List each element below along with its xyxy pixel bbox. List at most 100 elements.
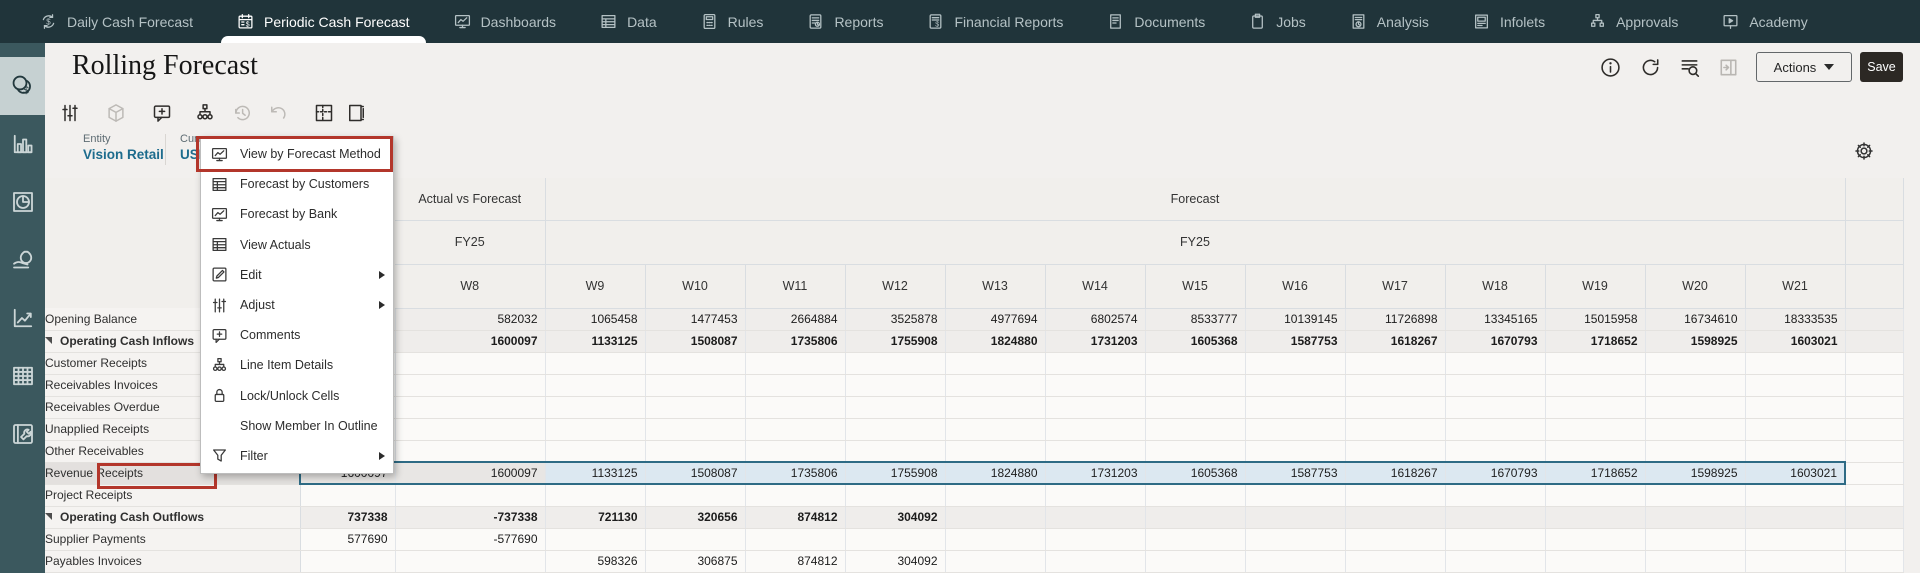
menu-item-show-member-in-outline[interactable]: Show Member In Outline (201, 411, 393, 441)
grid-cell[interactable]: 582032 (395, 308, 546, 331)
col-header-w19[interactable]: W19 (1545, 264, 1646, 309)
grid-cell[interactable] (745, 418, 846, 441)
menu-item-edit[interactable]: Edit (201, 260, 393, 290)
grid-cell[interactable] (300, 484, 396, 507)
grid-cell[interactable] (1445, 418, 1546, 441)
grid-cell[interactable] (1545, 396, 1646, 419)
grid-cell[interactable]: 1735806 (745, 330, 846, 353)
grid-cell[interactable] (945, 352, 1046, 375)
col-header-w12[interactable]: W12 (845, 264, 946, 309)
grid-cell[interactable] (845, 528, 946, 551)
page-layout-icon[interactable] (346, 103, 366, 123)
row-label-operating-cash-outflows[interactable]: Operating Cash Outflows (45, 506, 301, 529)
grid-cell[interactable]: 737338 (300, 506, 396, 529)
grid-cell[interactable]: 1735806 (745, 461, 846, 485)
nav-item-rules[interactable]: Rules (701, 0, 763, 43)
grid-cell[interactable] (395, 396, 546, 419)
grid-cell[interactable]: 577690 (300, 528, 396, 551)
grid-cell[interactable]: 1508087 (645, 461, 746, 485)
sidebar-item-data-grid[interactable] (0, 347, 45, 405)
grid-cell[interactable] (1645, 440, 1746, 463)
grid-cell[interactable]: 874812 (745, 506, 846, 529)
info-icon[interactable] (1600, 57, 1621, 78)
col-header-w11[interactable]: W11 (745, 264, 846, 309)
grid-cell[interactable]: 306875 (645, 550, 746, 573)
grid-cell[interactable]: 1587753 (1245, 330, 1346, 353)
sidebar-item-bar-chart[interactable] (0, 115, 45, 173)
grid-cell[interactable] (1245, 374, 1346, 397)
grid-cell[interactable]: 1824880 (945, 461, 1046, 485)
grid-cell[interactable] (745, 528, 846, 551)
grid-cell[interactable] (1145, 550, 1246, 573)
grid-cell[interactable]: -737338 (395, 506, 546, 529)
grid-cell[interactable] (1145, 506, 1246, 529)
grid-cell[interactable] (1345, 374, 1446, 397)
col-header-w13[interactable]: W13 (945, 264, 1046, 309)
grid-cell[interactable]: 1598925 (1645, 330, 1746, 353)
grid-cell[interactable] (845, 396, 946, 419)
grid-cell[interactable]: 1605368 (1145, 330, 1246, 353)
search-grid-icon[interactable] (1679, 57, 1700, 78)
collapse-triangle-icon[interactable] (45, 337, 52, 344)
grid-cell[interactable]: 1731203 (1045, 330, 1146, 353)
grid-cell[interactable]: 1618267 (1345, 461, 1446, 485)
grid-cell[interactable] (1045, 418, 1146, 441)
grid-cell[interactable] (1845, 550, 1904, 573)
grid-cell[interactable] (945, 374, 1046, 397)
col-header-w14[interactable]: W14 (1045, 264, 1146, 309)
grid-cell[interactable] (1645, 506, 1746, 529)
comment-add-icon[interactable] (152, 103, 172, 123)
grid-cell[interactable]: 874812 (745, 550, 846, 573)
menu-item-forecast-by-bank[interactable]: Forecast by Bank (201, 199, 393, 229)
grid-cell[interactable] (1845, 396, 1904, 419)
grid-cell[interactable] (645, 352, 746, 375)
grid-cell[interactable] (1245, 396, 1346, 419)
grid-cell[interactable] (1745, 506, 1846, 529)
grid-cell[interactable] (1345, 418, 1446, 441)
grid-cell[interactable]: 1600097 (395, 461, 546, 485)
grid-cell[interactable] (1645, 484, 1746, 507)
nav-item-data[interactable]: Data (600, 0, 657, 43)
grid-cell[interactable] (845, 352, 946, 375)
grid-cell[interactable] (1345, 528, 1446, 551)
grid-cell[interactable] (645, 396, 746, 419)
grid-cell[interactable]: 1605368 (1145, 461, 1246, 485)
grid-cell[interactable] (1245, 484, 1346, 507)
grid-cell[interactable] (645, 484, 746, 507)
hierarchy-icon[interactable] (195, 103, 215, 123)
nav-item-dashboards[interactable]: Dashboards (454, 0, 556, 43)
grid-cell[interactable] (1245, 528, 1346, 551)
grid-cell[interactable]: 1600097 (395, 330, 546, 353)
grid-cell[interactable] (1745, 374, 1846, 397)
grid-cell[interactable] (1345, 484, 1446, 507)
grid-cell[interactable] (845, 374, 946, 397)
grid-cell[interactable] (1045, 550, 1146, 573)
grid-cell[interactable] (1145, 418, 1246, 441)
grid-cell[interactable] (945, 550, 1046, 573)
grid-cell[interactable] (745, 374, 846, 397)
sidebar-item-cash-overview[interactable]: $ (0, 57, 45, 115)
grid-cell[interactable] (1845, 418, 1904, 441)
grid-cell[interactable] (1545, 528, 1646, 551)
grid-cell[interactable] (1845, 462, 1904, 485)
grid-cell[interactable] (1745, 396, 1846, 419)
grid-cell[interactable]: 1603021 (1745, 330, 1846, 353)
row-label-project-receipts[interactable]: Project Receipts (45, 484, 301, 507)
nav-item-documents[interactable]: Documents (1107, 0, 1205, 43)
grid-cell[interactable]: 721130 (545, 506, 646, 529)
sidebar-item-hand-money[interactable] (0, 231, 45, 289)
grid-cell[interactable]: 1477453 (645, 308, 746, 331)
grid-cell[interactable] (645, 528, 746, 551)
grid-cell[interactable] (1345, 550, 1446, 573)
grid-cell[interactable]: 6802574 (1045, 308, 1146, 331)
grid-cell[interactable]: 1755908 (845, 461, 946, 485)
menu-item-view-by-forecast-method[interactable]: View by Forecast Method (201, 139, 393, 169)
grid-cell[interactable] (1145, 440, 1246, 463)
grid-cell[interactable] (1245, 506, 1346, 529)
grid-cell[interactable]: 1133125 (545, 330, 646, 353)
grid-cell[interactable] (1345, 506, 1446, 529)
grid-cell[interactable] (545, 418, 646, 441)
grid-cell[interactable] (1445, 440, 1546, 463)
grid-cell[interactable] (1845, 330, 1904, 353)
grid-cell[interactable] (1845, 374, 1904, 397)
